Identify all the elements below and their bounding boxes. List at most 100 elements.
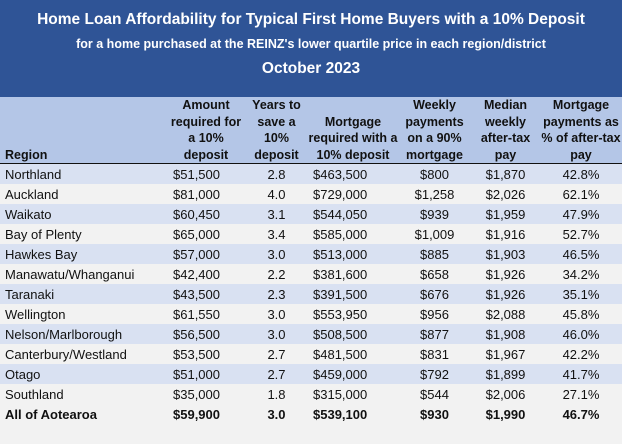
cell-median-pay: $1,899 (471, 364, 540, 384)
cell-weekly-payments: $792 (398, 364, 471, 384)
cell-deposit: $61,550 (167, 304, 245, 324)
col-header-weekly-payments: Weekly payments on a 90% mortgage (398, 97, 471, 164)
cell-median-pay: $2,006 (471, 384, 540, 404)
cell-years: 3.0 (245, 324, 308, 344)
cell-payment-share: 35.1% (540, 284, 622, 304)
table-row: Taranaki $43,500 2.3 $391,500 $676 $1,926 35.1… (0, 284, 622, 304)
cell-mortgage: $381,600 (308, 264, 398, 284)
cell-payment-share: 46.7% (540, 404, 622, 424)
cell-payment-share: 27.1% (540, 384, 622, 404)
table-row: Hawkes Bay $57,000 3.0 $513,000 $885 $1,903 46… (0, 244, 622, 264)
table-row: Manawatu/Whanganui $42,400 2.2 $381,600 $658… (0, 264, 622, 284)
cell-region: Canterbury/Westland (0, 344, 167, 364)
cell-deposit: $42,400 (167, 264, 245, 284)
cell-payment-share: 62.1% (540, 184, 622, 204)
cell-payment-share: 42.8% (540, 163, 622, 184)
header-row: Region Amount required for a 10% deposit… (0, 97, 622, 164)
cell-deposit: $35,000 (167, 384, 245, 404)
cell-deposit: $59,900 (167, 404, 245, 424)
col-header-mortgage: Mortgage required with a 10% deposit (308, 97, 398, 164)
table-row: Auckland $81,000 4.0 $729,000 $1,258 $2,026 62… (0, 184, 622, 204)
table-row: Otago $51,000 2.7 $459,000 $792 $1,899 41.7% (0, 364, 622, 384)
table-row: Northland $51,500 2.8 $463,500 $800 $1,870 42.… (0, 163, 622, 184)
cell-mortgage: $539,100 (308, 404, 398, 424)
total-row: All of Aotearoa $59,900 3.0 $539,100 $930 $1,… (0, 404, 622, 424)
cell-years: 3.0 (245, 304, 308, 324)
report-date: October 2023 (261, 60, 361, 77)
cell-region: Waikato (0, 204, 167, 224)
cell-payment-share: 46.5% (540, 244, 622, 264)
cell-median-pay: $1,916 (471, 224, 540, 244)
table-row: Bay of Plenty $65,000 3.4 $585,000 $1,009 $1,… (0, 224, 622, 244)
cell-mortgage: $459,000 (308, 364, 398, 384)
cell-median-pay: $1,926 (471, 264, 540, 284)
cell-median-pay: $1,959 (471, 204, 540, 224)
cell-years: 2.2 (245, 264, 308, 284)
title-banner: Home Loan Affordability for Typical Firs… (0, 0, 622, 97)
col-header-payment-share: Mortgage payments as % of after-tax pay (540, 97, 622, 164)
cell-years: 4.0 (245, 184, 308, 204)
table-row: Waikato $60,450 3.1 $544,050 $939 $1,959 47.9% (0, 204, 622, 224)
cell-years: 3.0 (245, 404, 308, 424)
cell-mortgage: $508,500 (308, 324, 398, 344)
cell-weekly-payments: $1,258 (398, 184, 471, 204)
table-row: Southland $35,000 1.8 $315,000 $544 $2,006 27.… (0, 384, 622, 404)
cell-payment-share: 42.2% (540, 344, 622, 364)
cell-region: Taranaki (0, 284, 167, 304)
cell-payment-share: 52.7% (540, 224, 622, 244)
cell-median-pay: $1,990 (471, 404, 540, 424)
cell-weekly-payments: $831 (398, 344, 471, 364)
cell-years: 3.1 (245, 204, 308, 224)
cell-weekly-payments: $956 (398, 304, 471, 324)
cell-payment-share: 41.7% (540, 364, 622, 384)
cell-region: Manawatu/Whanganui (0, 264, 167, 284)
cell-weekly-payments: $800 (398, 163, 471, 184)
affordability-table: Region Amount required for a 10% deposit… (0, 97, 622, 424)
col-header-years: Years to save a 10% deposit (245, 97, 308, 164)
table-row: Wellington $61,550 3.0 $553,950 $956 $2,088 45… (0, 304, 622, 324)
cell-region: Southland (0, 384, 167, 404)
cell-weekly-payments: $939 (398, 204, 471, 224)
cell-payment-share: 45.8% (540, 304, 622, 324)
cell-deposit: $51,500 (167, 163, 245, 184)
cell-median-pay: $2,088 (471, 304, 540, 324)
col-header-region: Region (0, 97, 167, 164)
table-row: Nelson/Marlborough $56,500 3.0 $508,500 $877… (0, 324, 622, 344)
cell-years: 3.0 (245, 244, 308, 264)
cell-mortgage: $463,500 (308, 163, 398, 184)
cell-mortgage: $585,000 (308, 224, 398, 244)
cell-deposit: $65,000 (167, 224, 245, 244)
cell-median-pay: $1,908 (471, 324, 540, 344)
cell-median-pay: $2,026 (471, 184, 540, 204)
cell-region: Northland (0, 163, 167, 184)
cell-years: 1.8 (245, 384, 308, 404)
cell-deposit: $43,500 (167, 284, 245, 304)
cell-deposit: $53,500 (167, 344, 245, 364)
table-row: Canterbury/Westland $53,500 2.7 $481,500 $83… (0, 344, 622, 364)
cell-region: Auckland (0, 184, 167, 204)
cell-region: Hawkes Bay (0, 244, 167, 264)
cell-weekly-payments: $676 (398, 284, 471, 304)
cell-region: Bay of Plenty (0, 224, 167, 244)
cell-median-pay: $1,870 (471, 163, 540, 184)
cell-years: 2.7 (245, 364, 308, 384)
cell-region: All of Aotearoa (0, 404, 167, 424)
cell-mortgage: $513,000 (308, 244, 398, 264)
cell-years: 2.7 (245, 344, 308, 364)
cell-mortgage: $553,950 (308, 304, 398, 324)
cell-payment-share: 47.9% (540, 204, 622, 224)
cell-weekly-payments: $885 (398, 244, 471, 264)
cell-mortgage: $391,500 (308, 284, 398, 304)
cell-median-pay: $1,967 (471, 344, 540, 364)
cell-weekly-payments: $877 (398, 324, 471, 344)
cell-weekly-payments: $930 (398, 404, 471, 424)
col-header-deposit: Amount required for a 10% deposit (167, 97, 245, 164)
cell-median-pay: $1,926 (471, 284, 540, 304)
cell-region: Otago (0, 364, 167, 384)
cell-years: 3.4 (245, 224, 308, 244)
cell-years: 2.8 (245, 163, 308, 184)
cell-mortgage: $315,000 (308, 384, 398, 404)
cell-mortgage: $729,000 (308, 184, 398, 204)
cell-weekly-payments: $544 (398, 384, 471, 404)
cell-deposit: $56,500 (167, 324, 245, 344)
